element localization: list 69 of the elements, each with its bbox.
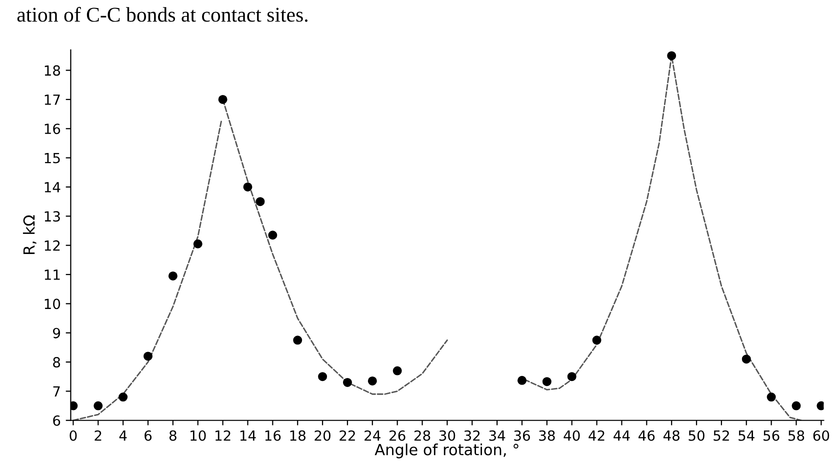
x-tick-label: 38 — [539, 430, 555, 441]
y-tick-label: 14 — [44, 182, 60, 192]
point — [144, 352, 153, 361]
point — [118, 392, 128, 402]
x-tick-label: 10 — [190, 430, 206, 441]
x-tick-label: 48 — [663, 430, 680, 441]
point — [193, 239, 202, 248]
x-tick-label: 4 — [119, 430, 127, 441]
y-tick-label: 7 — [53, 386, 60, 396]
x-tick-label: 46 — [638, 430, 655, 441]
x-tick-label: 6 — [144, 430, 152, 441]
point — [243, 182, 252, 192]
point — [766, 392, 776, 402]
y-tick-label: 12 — [44, 240, 60, 251]
point — [567, 372, 576, 382]
point — [293, 336, 302, 345]
x-tick-label: 54 — [738, 430, 754, 441]
x-axis-title: Angle of rotation, ° — [374, 444, 518, 458]
point — [94, 401, 103, 410]
x-tick-label: 50 — [688, 430, 704, 441]
point — [256, 197, 265, 206]
x-tick-label: 44 — [614, 430, 630, 441]
x-tick-label: 36 — [514, 430, 530, 441]
y-axis-title: R, kΩ — [22, 215, 36, 254]
x-tick-label: 52 — [714, 430, 729, 441]
point — [667, 51, 676, 60]
y-tick-label: 11 — [44, 270, 60, 280]
point — [742, 354, 751, 364]
point — [792, 401, 801, 410]
y-tick-label: 8 — [53, 356, 60, 368]
x-tick-label: 16 — [265, 430, 281, 441]
point — [518, 376, 526, 385]
y-tick-label: 17 — [44, 94, 60, 105]
point — [392, 366, 402, 376]
x-tick-label: 2 — [94, 430, 102, 441]
point — [218, 94, 228, 104]
x-tick-label: 60 — [813, 430, 830, 441]
point — [342, 378, 352, 387]
x-tick-label: 26 — [390, 430, 406, 441]
x-tick-label: 32 — [464, 430, 480, 441]
x-tick-label: 20 — [314, 430, 330, 441]
point — [318, 372, 328, 382]
point — [268, 230, 278, 240]
x-tick-label: 12 — [215, 430, 230, 441]
x-tick-label: 22 — [340, 430, 355, 441]
y-tick-label: 16 — [44, 124, 60, 134]
x-tick-label: 58 — [788, 430, 804, 441]
text: ation of C-C bonds at contact sites. — [17, 6, 308, 22]
x-tick-label: 34 — [489, 430, 506, 441]
y-tick-label: 15 — [44, 152, 60, 164]
x-tick-label: 8 — [169, 430, 176, 441]
point — [368, 376, 377, 386]
x-tick-label: 42 — [588, 430, 604, 441]
y-tick-label: 9 — [53, 328, 60, 338]
point — [542, 377, 552, 386]
y-tick-label: 18 — [44, 65, 60, 76]
x-tick-label: 24 — [364, 430, 380, 441]
x-tick-label: 40 — [564, 430, 580, 441]
x-tick-label: 56 — [764, 430, 780, 441]
point — [592, 336, 602, 345]
point — [168, 271, 178, 280]
x-tick-label: 14 — [240, 430, 256, 441]
x-tick-label: 28 — [414, 430, 430, 441]
y-tick-label: 13 — [44, 211, 60, 222]
x-tick-label: 30 — [439, 430, 456, 441]
y-tick-label: 6 — [53, 415, 60, 426]
y-tick-label: 10 — [44, 298, 60, 310]
x-tick-label: 18 — [290, 430, 306, 441]
x-tick-label: 0 — [70, 430, 77, 441]
